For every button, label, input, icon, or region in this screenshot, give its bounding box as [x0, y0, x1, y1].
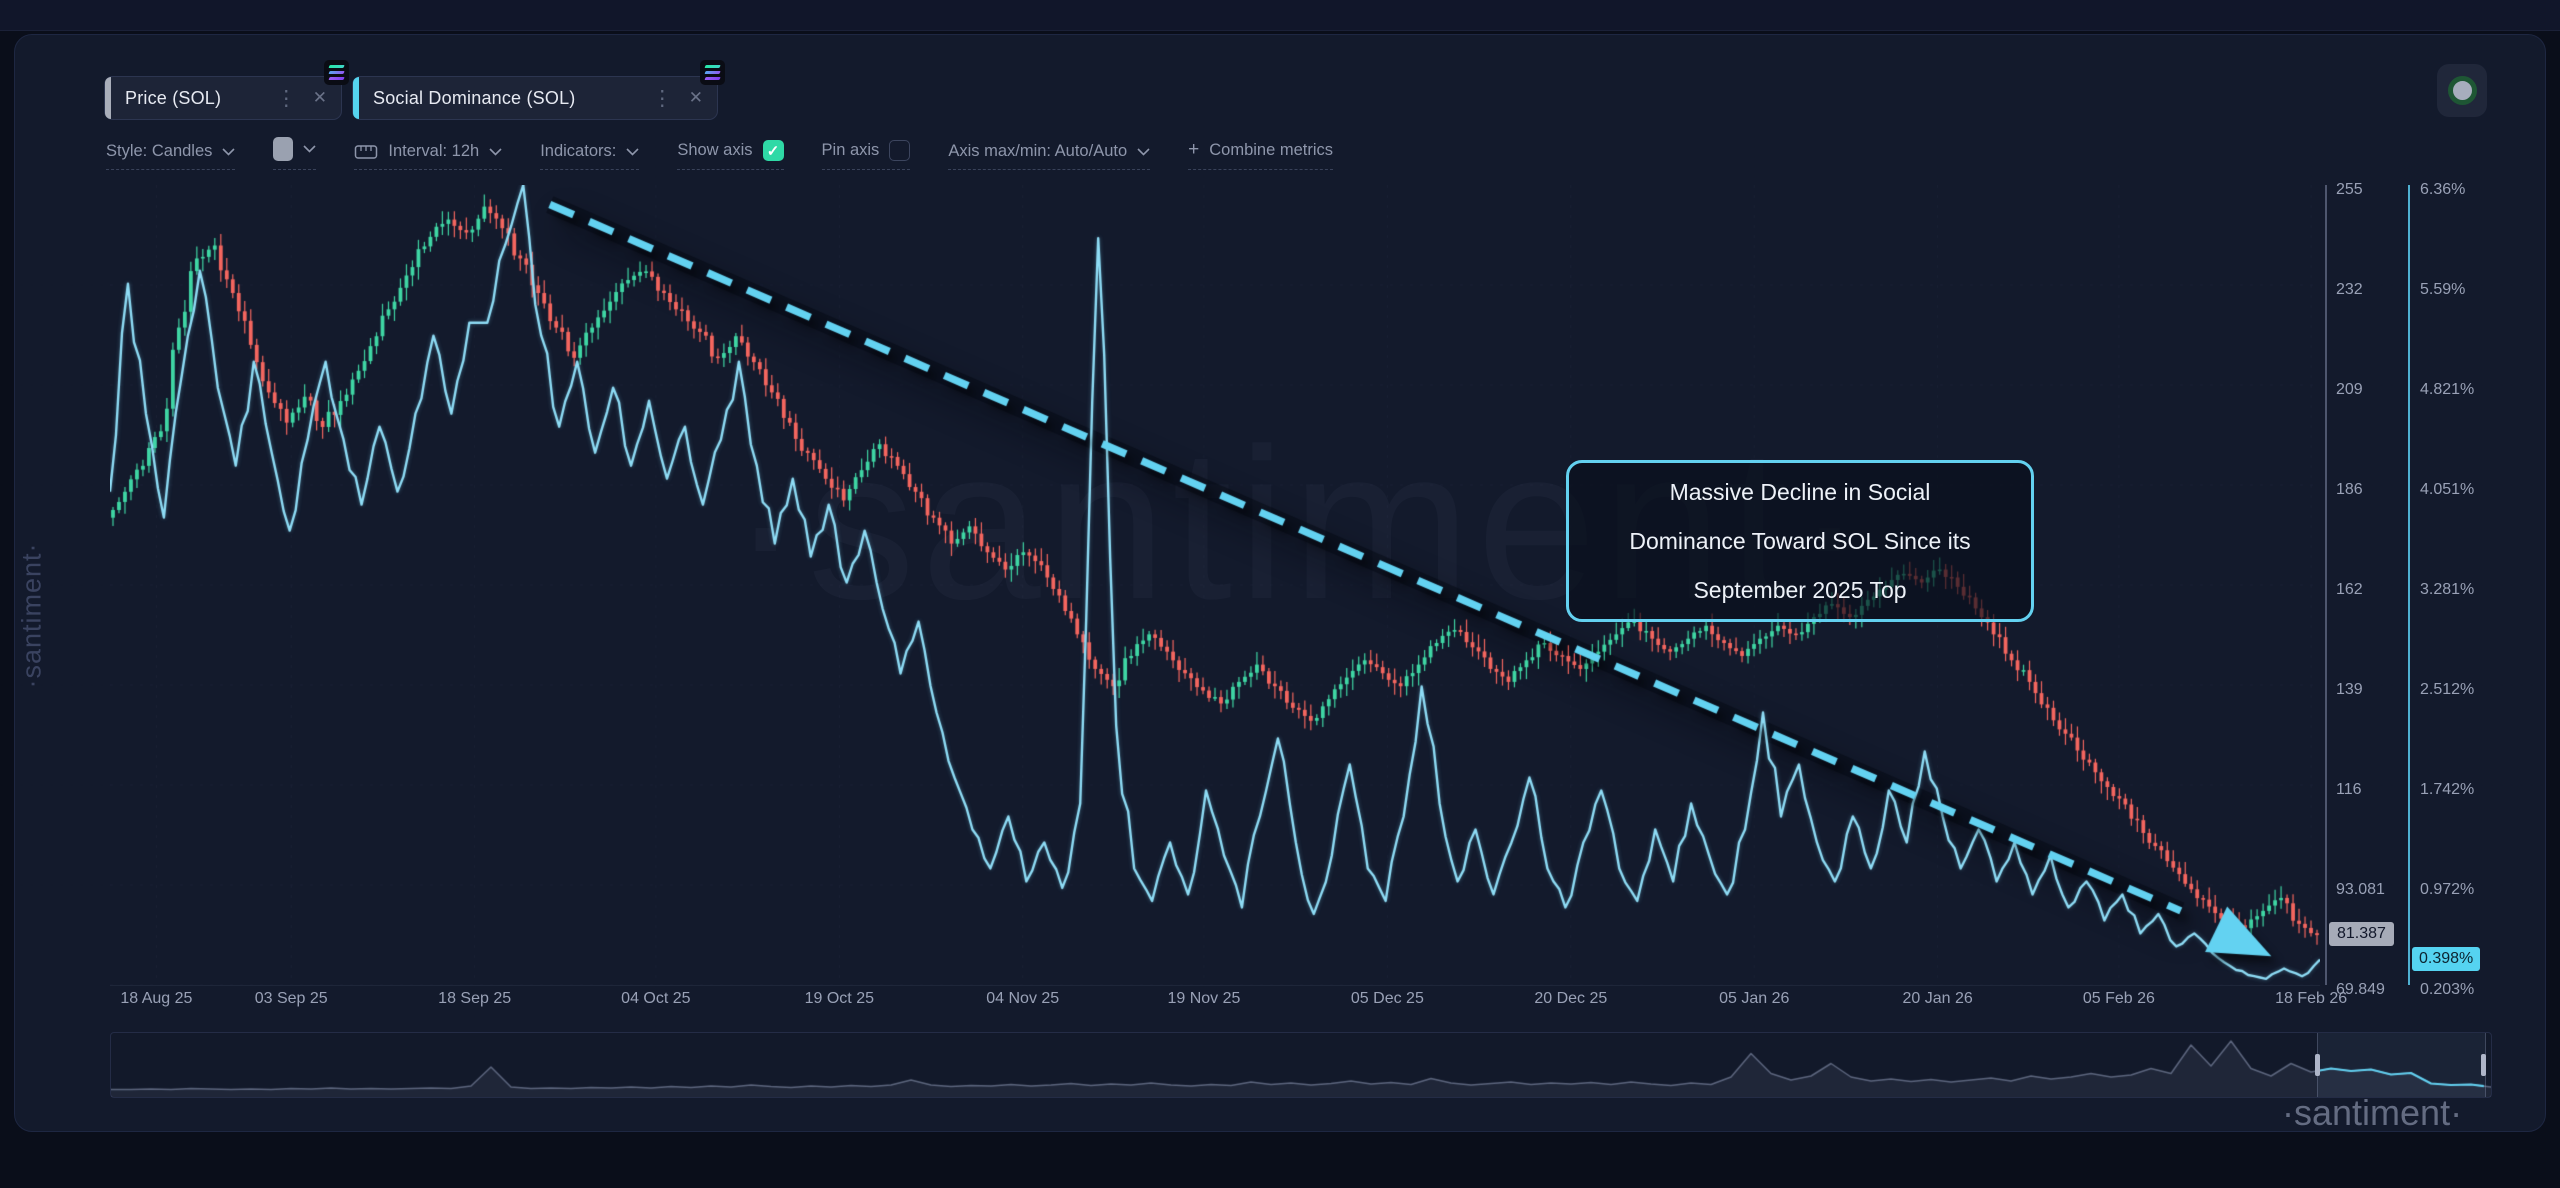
- date-tick-label: 20 Jan 26: [1902, 990, 1973, 1007]
- color-swatch: [273, 137, 294, 161]
- last-social-badge: 0.398%: [2412, 946, 2481, 971]
- close-icon[interactable]: ✕: [312, 88, 327, 107]
- axis-tick-label: 186: [2336, 481, 2363, 498]
- annotation-line-3: September 2025 Top: [1693, 576, 1907, 603]
- date-tick-label: 03 Sep 25: [254, 990, 328, 1007]
- show-axis-label: Show axis: [677, 141, 753, 159]
- date-tick-label: 18 Sep 25: [438, 990, 512, 1007]
- axis-tick-label: 5.59%: [2420, 281, 2466, 298]
- combine-metrics-button[interactable]: + Combine metrics: [1188, 139, 1334, 170]
- tab-label: Price (SOL): [125, 87, 222, 108]
- annotation-line-2: Dominance Toward SOL Since its: [1629, 527, 1971, 554]
- axis-tick-label: 6.36%: [2420, 181, 2466, 198]
- style-label: Style: Candles: [106, 142, 213, 160]
- axis-tick-label: 139: [2336, 681, 2363, 698]
- date-tick-label: 20 Dec 25: [1534, 990, 1608, 1007]
- minimap-selection-window[interactable]: [2317, 1033, 2486, 1097]
- axis-maxmin-dropdown[interactable]: Axis max/min: Auto/Auto: [948, 142, 1151, 170]
- show-axis-toggle[interactable]: Show axis ✓: [677, 140, 784, 170]
- record-indicator-button[interactable]: [2437, 64, 2487, 117]
- tab-label: Social Dominance (SOL): [373, 87, 576, 108]
- tab-accent-bar: [353, 77, 359, 119]
- axis-maxmin-label: Axis max/min: Auto/Auto: [948, 142, 1128, 160]
- annotation-line-1: Massive Decline in Social: [1669, 478, 1931, 505]
- solana-logo-icon: [324, 60, 349, 85]
- axis-tick-label: 93.081: [2336, 881, 2385, 898]
- style-dropdown[interactable]: Style: Candles: [106, 142, 236, 170]
- color-swatch-dropdown[interactable]: [273, 137, 317, 170]
- ruler-icon: [355, 144, 378, 159]
- minimap-left-handle[interactable]: [2314, 1054, 2320, 1076]
- chevron-down-icon: [1137, 147, 1150, 156]
- date-tick-label: 04 Oct 25: [621, 990, 691, 1007]
- axis-tick-label: 255: [2336, 181, 2363, 198]
- show-axis-checkbox[interactable]: ✓: [762, 140, 784, 161]
- axis-tick-label: 0.203%: [2420, 981, 2475, 998]
- axis-tick-label: 0.972%: [2420, 881, 2475, 898]
- kebab-menu-icon[interactable]: ⋮: [275, 86, 297, 110]
- last-price-badge: 81.387: [2329, 922, 2394, 947]
- watermark-bottom: ·santiment·: [2282, 1092, 2463, 1133]
- axis-tick-label: 2.512%: [2420, 681, 2475, 698]
- pin-axis-checkbox[interactable]: [889, 140, 911, 161]
- axis-tick-label: 4.821%: [2420, 381, 2475, 398]
- date-tick-label: 05 Feb 26: [2082, 990, 2155, 1007]
- axis-tick-label: 232: [2336, 281, 2363, 298]
- date-tick-label: 18 Aug 25: [120, 990, 193, 1007]
- plus-icon: +: [1188, 139, 1200, 160]
- minimap-right-handle[interactable]: [2481, 1054, 2487, 1076]
- interval-label: Interval: 12h: [388, 142, 480, 160]
- annotation-callout[interactable]: Massive Decline in Social Dominance Towa…: [1566, 460, 2034, 622]
- social-axis-line: [2408, 185, 2410, 985]
- watermark-left: ·santiment·: [16, 542, 47, 689]
- date-tick-label: 19 Oct 25: [804, 990, 874, 1007]
- tab-price-sol[interactable]: Price (SOL) ⋮ ✕: [104, 60, 349, 120]
- axis-tick-label: 69.849: [2336, 981, 2385, 998]
- date-tick-label: 04 Nov 25: [986, 990, 1060, 1007]
- chevron-down-icon: [222, 147, 235, 156]
- axis-tick-label: 4.051%: [2420, 481, 2475, 498]
- tab-accent-bar: [105, 77, 111, 119]
- minimap-canvas[interactable]: [111, 1033, 2491, 1097]
- date-tick-label: 05 Dec 25: [1350, 990, 1424, 1007]
- indicators-label: Indicators:: [540, 142, 617, 160]
- record-dot-icon: [2447, 76, 2477, 105]
- pin-axis-toggle[interactable]: Pin axis: [821, 140, 911, 170]
- axis-tick-label: 116: [2336, 781, 2362, 798]
- solana-logo-icon: [700, 60, 725, 85]
- pin-axis-label: Pin axis: [821, 141, 880, 159]
- tab-social-dominance-sol[interactable]: Social Dominance (SOL) ⋮ ✕: [352, 60, 725, 120]
- price-axis-line: [2325, 185, 2327, 985]
- chevron-down-icon: [303, 145, 316, 153]
- timeline-minimap[interactable]: [110, 1032, 2492, 1098]
- axis-tick-label: 3.281%: [2420, 581, 2475, 598]
- top-strip: [0, 0, 2560, 31]
- combine-metrics-label: Combine metrics: [1209, 140, 1334, 159]
- axis-tick-label: 1.742%: [2420, 781, 2475, 798]
- date-tick-label: 18 Feb 26: [2275, 990, 2348, 1007]
- chart-toolbar: Style: Candles Interval: 12h Indicators:…: [106, 137, 1334, 170]
- axis-tick-label: 162: [2336, 581, 2363, 598]
- date-tick-label: 19 Nov 25: [1167, 990, 1241, 1007]
- chevron-down-icon: [626, 147, 639, 156]
- axis-tick-label: 209: [2336, 381, 2363, 398]
- date-tick-label: 05 Jan 26: [1719, 990, 1790, 1007]
- close-icon[interactable]: ✕: [688, 88, 703, 107]
- kebab-menu-icon[interactable]: ⋮: [651, 86, 673, 110]
- interval-dropdown[interactable]: Interval: 12h: [354, 142, 503, 170]
- indicators-dropdown[interactable]: Indicators:: [540, 142, 640, 170]
- chevron-down-icon: [489, 147, 502, 156]
